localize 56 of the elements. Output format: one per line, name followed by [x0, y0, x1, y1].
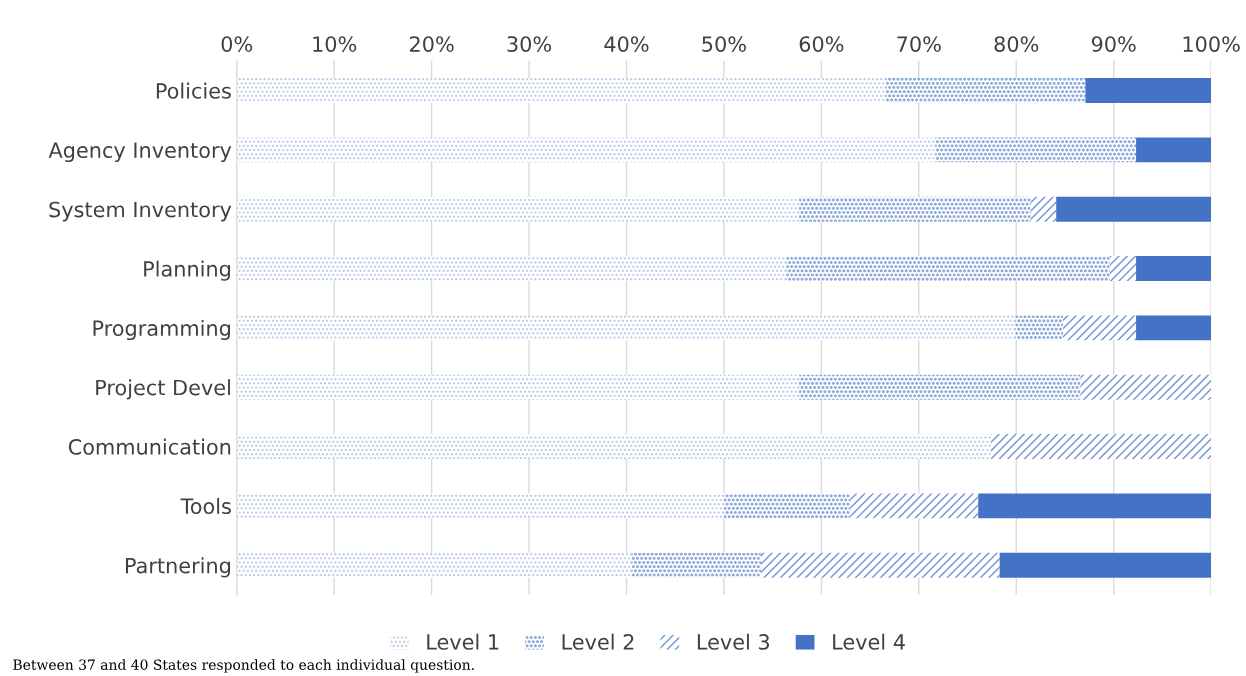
- x-tick-label: 90%: [1091, 36, 1136, 52]
- bar: [786, 256, 1110, 281]
- x-tick-label: 60%: [799, 36, 844, 52]
- x-tick-label: 40%: [604, 36, 649, 52]
- x-tick-label: 50%: [702, 36, 746, 52]
- y-tick-label: System Inventory: [49, 201, 232, 222]
- x-tick-label: 10%: [313, 36, 357, 52]
- bar: [236, 374, 799, 400]
- bar: [1136, 137, 1212, 163]
- text: Between 37 and 40 States responded to each individual question.: [13, 659, 474, 673]
- legend-label: Level 4: [833, 633, 905, 650]
- y-tick-label: Communication: [68, 438, 231, 455]
- bar: [236, 434, 991, 459]
- x-tick-label: 30%: [507, 36, 552, 52]
- bar: [798, 196, 1031, 222]
- x-tick-label: 0%: [221, 36, 253, 52]
- bar: [978, 493, 1212, 519]
- bar: [1136, 256, 1212, 281]
- x-tick-label: 100%: [1183, 36, 1240, 52]
- bar: [1030, 196, 1057, 222]
- legend-label: Level 1: [427, 633, 499, 650]
- x-tick-label: 20%: [409, 36, 454, 52]
- y-tick-label: Programming: [93, 319, 230, 341]
- bar: [631, 552, 761, 578]
- bar: [1136, 315, 1212, 341]
- bar: [1080, 374, 1212, 400]
- bar: [236, 137, 936, 163]
- bar: [236, 493, 724, 519]
- bar: [1015, 315, 1064, 341]
- x-tick-label: 80%: [994, 36, 1039, 52]
- bar: [1109, 256, 1137, 281]
- bar: [236, 196, 799, 222]
- bar: [236, 315, 1016, 341]
- bar: [760, 552, 1000, 578]
- bar: [798, 374, 1081, 400]
- bar: [723, 493, 851, 519]
- bar: [850, 493, 979, 519]
- bar: [236, 256, 787, 281]
- x-tick-label: 70%: [897, 36, 941, 52]
- bar: [236, 78, 886, 103]
- bar: [990, 434, 1212, 459]
- bar: [236, 552, 632, 578]
- y-tick-label: Tools: [180, 497, 231, 515]
- y-tick-label: Project Devel: [96, 379, 230, 400]
- bar: [1063, 315, 1137, 341]
- y-tick-label: Agency Inventory: [48, 142, 232, 163]
- y-tick-label: Planning: [144, 260, 230, 281]
- bar: [999, 552, 1212, 578]
- bar: [1085, 78, 1212, 103]
- bar: [885, 78, 1086, 103]
- y-tick-label: Partnering: [126, 557, 230, 578]
- bar: [1056, 196, 1212, 222]
- y-tick-label: Policies: [156, 82, 231, 99]
- legend-label: Level 3: [697, 633, 770, 650]
- bar: [935, 137, 1137, 163]
- legend-label: Level 2: [562, 633, 634, 650]
